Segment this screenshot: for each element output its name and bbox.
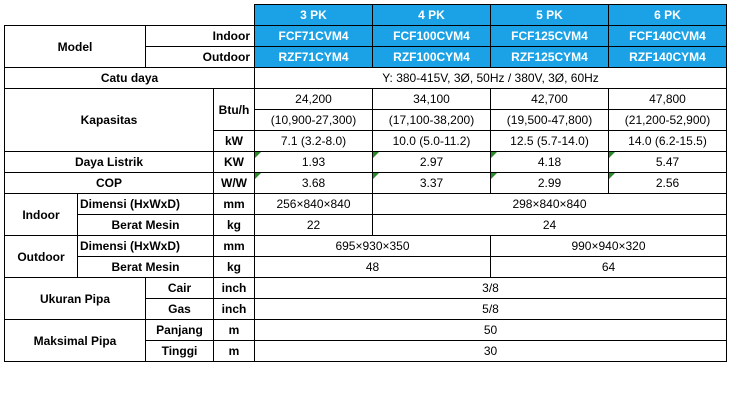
max-pipe-height-unit: m [213,340,255,362]
pipe-liquid-value: 3/8 [254,277,727,299]
capacity-btu-unit: Btu/h [213,88,255,131]
max-pipe-length-row: Maksimal Pipa Panjang m 50 [4,319,727,362]
power-input-cell: 1.93 [254,151,373,173]
outdoor-weight-cell: 48 [254,256,491,278]
power-input-row: Daya Listrik KW 1.93 2.97 4.18 5.47 [4,151,727,173]
indoor-label: Indoor [4,193,78,236]
pipe-liquid-label: Cair [145,277,214,299]
capacity-btu-cell: 42,700 [490,88,609,110]
pipe-gas-unit: inch [213,298,255,320]
capacity-btu-range-cell: (10,900-27,300) [254,109,373,131]
indoor-dimension-row: Indoor Dimensi (HxWxD) mm 256×840×840 29… [4,193,727,236]
header-capacity-4pk: 4 PK [372,4,491,26]
cop-label: COP [4,172,214,194]
max-pipe-length-label: Panjang [145,319,214,341]
model-outdoor-row: Outdoor RZF71CYM4 RZF100CYM4 RZF125CYM4 … [5,46,727,68]
model-indoor-cell: FCF100CVM4 [372,25,491,47]
capacity-btu-range-cell: (17,100-38,200) [372,109,491,131]
power-supply-label: Catu daya [4,67,255,89]
cop-row: COP W/W 3.68 3.37 2.99 2.56 [4,172,727,194]
pipe-size-label: Ukuran Pipa [4,277,146,320]
model-outdoor-cell: RZF100CYM4 [372,46,491,68]
indoor-weight-label: Berat Mesin [77,214,214,236]
capacity-kw-cell: 14.0 (6.2-15.5) [608,130,727,152]
outdoor-weight-cell: 64 [490,256,727,278]
model-indoor-label: Indoor [145,25,255,47]
max-pipe-length-value: 50 [254,319,727,341]
power-input-unit: KW [213,151,255,173]
power-input-label: Daya Listrik [4,151,214,173]
outdoor-dimension-unit: mm [213,235,255,257]
max-pipe-label: Maksimal Pipa [4,319,146,362]
indoor-weight-unit: kg [213,214,255,236]
indoor-dimension-cell: 256×840×840 [254,193,373,215]
capacity-btu-cell: 47,800 [608,88,727,110]
outdoor-dimension-row: Outdoor Dimensi (HxWxD) mm 695×930×350 9… [4,235,727,278]
power-input-cell: 5.47 [608,151,727,173]
indoor-dimension-label: Dimensi (HxWxD) [77,193,214,215]
outdoor-weight-row: Berat Mesin kg 48 64 [5,256,727,278]
model-indoor-cell: FCF125CVM4 [490,25,609,47]
cop-cell: 2.56 [608,172,727,194]
pipe-liquid-unit: inch [213,277,255,299]
outdoor-dimension-cell: 990×940×320 [490,235,727,257]
power-supply-value: Y: 380-415V, 3Ø, 50Hz / 380V, 3Ø, 60Hz [254,67,727,89]
power-supply-row: Catu daya Y: 380-415V, 3Ø, 50Hz / 380V, … [4,67,727,89]
capacity-btu-range-cell: (21,200-52,900) [608,109,727,131]
cop-cell: 3.68 [254,172,373,194]
power-input-cell: 4.18 [490,151,609,173]
header-row: 3 PK 4 PK 5 PK 6 PK [4,4,727,26]
pipe-gas-value: 5/8 [254,298,727,320]
power-input-cell: 2.97 [372,151,491,173]
capacity-kw-cell: 10.0 (5.0-11.2) [372,130,491,152]
spec-table: 3 PK 4 PK 5 PK 6 PK Model Indoor FCF71CV… [4,4,727,362]
max-pipe-height-value: 30 [254,340,727,362]
model-indoor-row: Model Indoor FCF71CVM4 FCF100CVM4 FCF125… [4,25,727,68]
header-capacity-6pk: 6 PK [608,4,727,26]
outdoor-weight-label: Berat Mesin [77,256,214,278]
model-label: Model [4,25,146,68]
capacity-btu-row: Kapasitas Btu/h 24,200 34,100 42,700 47,… [4,88,727,152]
capacity-kw-unit: kW [213,130,255,152]
max-pipe-length-unit: m [213,319,255,341]
outdoor-dimension-label: Dimensi (HxWxD) [77,235,214,257]
capacity-label: Kapasitas [4,88,214,152]
header-blank [4,4,255,26]
indoor-dimension-unit: mm [213,193,255,215]
capacity-kw-row: kW 7.1 (3.2-8.0) 10.0 (5.0-11.2) 12.5 (5… [5,130,727,152]
model-indoor-cell: FCF71CVM4 [254,25,373,47]
indoor-weight-cell: 24 [372,214,727,236]
model-indoor-cell: FCF140CVM4 [608,25,727,47]
model-outdoor-cell: RZF140CYM4 [608,46,727,68]
cop-unit: W/W [213,172,255,194]
header-capacity-3pk: 3 PK [254,4,373,26]
max-pipe-height-label: Tinggi [145,340,214,362]
capacity-btu-cell: 34,100 [372,88,491,110]
header-capacity-5pk: 5 PK [490,4,609,26]
indoor-weight-row: Berat Mesin kg 22 24 [5,214,727,236]
pipe-gas-label: Gas [145,298,214,320]
model-outdoor-label: Outdoor [145,46,255,68]
model-outdoor-cell: RZF71CYM4 [254,46,373,68]
model-outdoor-cell: RZF125CYM4 [490,46,609,68]
capacity-kw-cell: 7.1 (3.2-8.0) [254,130,373,152]
capacity-kw-cell: 12.5 (5.7-14.0) [490,130,609,152]
outdoor-weight-unit: kg [213,256,255,278]
pipe-liquid-row: Ukuran Pipa Cair inch 3/8 [4,277,727,320]
outdoor-dimension-cell: 695×930×350 [254,235,491,257]
indoor-dimension-cell: 298×840×840 [372,193,727,215]
outdoor-label: Outdoor [4,235,78,278]
capacity-btu-range-cell: (19,500-47,800) [490,109,609,131]
indoor-weight-cell: 22 [254,214,373,236]
max-pipe-height-row: Tinggi m 30 [5,340,727,362]
capacity-btu-cell: 24,200 [254,88,373,110]
cop-cell: 3.37 [372,172,491,194]
cop-cell: 2.99 [490,172,609,194]
